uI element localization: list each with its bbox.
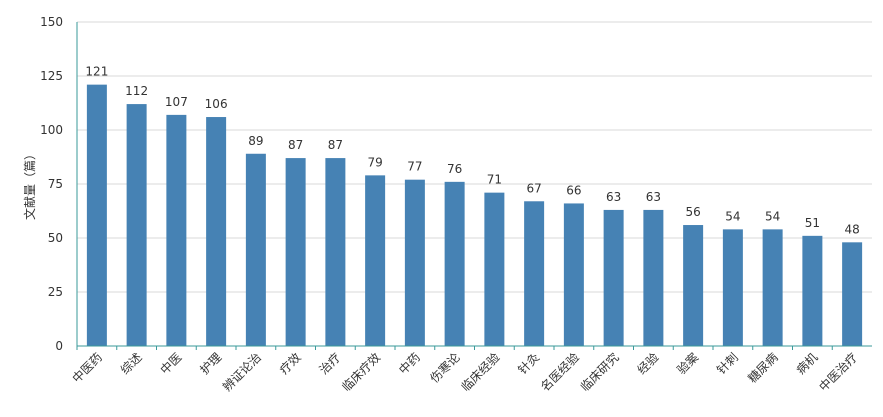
y-tick-label: 100: [40, 123, 63, 137]
bar: [842, 242, 863, 346]
x-tick-label: 中医: [157, 350, 185, 378]
grid-lines: [77, 21, 872, 293]
x-tick-label: 糖尿病: [745, 350, 781, 386]
bar: [404, 179, 425, 346]
x-tick-label: 病机: [793, 350, 821, 378]
bar: [762, 229, 783, 346]
x-tick-label: 辨证论治: [220, 350, 264, 394]
bar: [802, 235, 823, 346]
bars: [86, 84, 863, 346]
value-label: 54: [725, 209, 740, 223]
x-tick-label: 中医药: [69, 350, 105, 386]
value-label: 67: [526, 181, 541, 195]
x-tick-label: 针灸: [515, 350, 543, 378]
y-axis-title: 文献量（篇）: [22, 148, 37, 220]
value-label: 66: [566, 183, 581, 197]
value-label: 56: [685, 205, 700, 219]
x-tick-label: 针刺: [713, 350, 741, 378]
value-label: 87: [288, 138, 303, 152]
value-labels: 121 112 107 106 89 87 87 79 77 76 71 67 66 63 63 56 54 54…: [85, 65, 859, 237]
bar: [285, 158, 306, 346]
bar: [325, 158, 346, 346]
y-tick-label: 25: [48, 285, 63, 299]
bar: [484, 192, 505, 346]
bar: [126, 104, 147, 346]
bar: [643, 209, 664, 346]
value-label: 107: [165, 95, 188, 109]
value-label: 121: [85, 65, 108, 79]
bar: [166, 114, 187, 346]
bar: [683, 225, 704, 346]
y-tick-labels: 0 25 50 75 100 125 150: [40, 15, 63, 353]
bar: [603, 209, 624, 346]
x-tick-label: 治疗: [317, 350, 344, 377]
bar: [245, 153, 266, 346]
value-label: 87: [328, 138, 343, 152]
value-label: 79: [367, 155, 382, 169]
value-label: 63: [646, 190, 661, 204]
bar: [524, 201, 545, 346]
bar: [86, 84, 107, 346]
value-label: 54: [765, 209, 780, 223]
value-label: 51: [805, 216, 820, 230]
value-label: 112: [125, 84, 148, 98]
y-tick-label: 50: [48, 231, 63, 245]
y-tick-label: 125: [40, 69, 63, 83]
x-tick-label: 名医经验: [537, 350, 582, 395]
y-tick-label: 75: [48, 177, 63, 191]
bar: [722, 229, 743, 346]
bar: [206, 117, 227, 346]
x-tick-label: 临床研究: [577, 350, 622, 395]
value-label: 76: [447, 162, 462, 176]
value-label: 63: [606, 190, 621, 204]
value-label: 71: [487, 173, 502, 187]
x-tick-label: 经验: [634, 350, 662, 378]
x-tick-label: 临床经验: [458, 350, 503, 395]
x-tick-label: 中药: [395, 350, 423, 378]
x-tick-label: 伤寒论: [427, 350, 463, 386]
y-tick-label: 0: [55, 339, 63, 353]
x-tick-label: 验案: [674, 350, 702, 378]
value-label: 77: [407, 160, 422, 174]
value-label: 106: [205, 97, 228, 111]
value-label: 48: [844, 222, 859, 236]
x-tick-label: 护理: [197, 350, 224, 377]
x-tick-label: 中医治疗: [816, 350, 861, 395]
bar: [365, 175, 386, 346]
bar: [444, 181, 465, 346]
x-tick-label: 疗效: [276, 350, 304, 378]
x-tick-label: 综述: [118, 350, 145, 377]
bar: [563, 203, 584, 346]
x-tick-label: 临床疗效: [339, 350, 384, 395]
value-label: 89: [248, 134, 263, 148]
y-tick-label: 150: [40, 15, 63, 29]
